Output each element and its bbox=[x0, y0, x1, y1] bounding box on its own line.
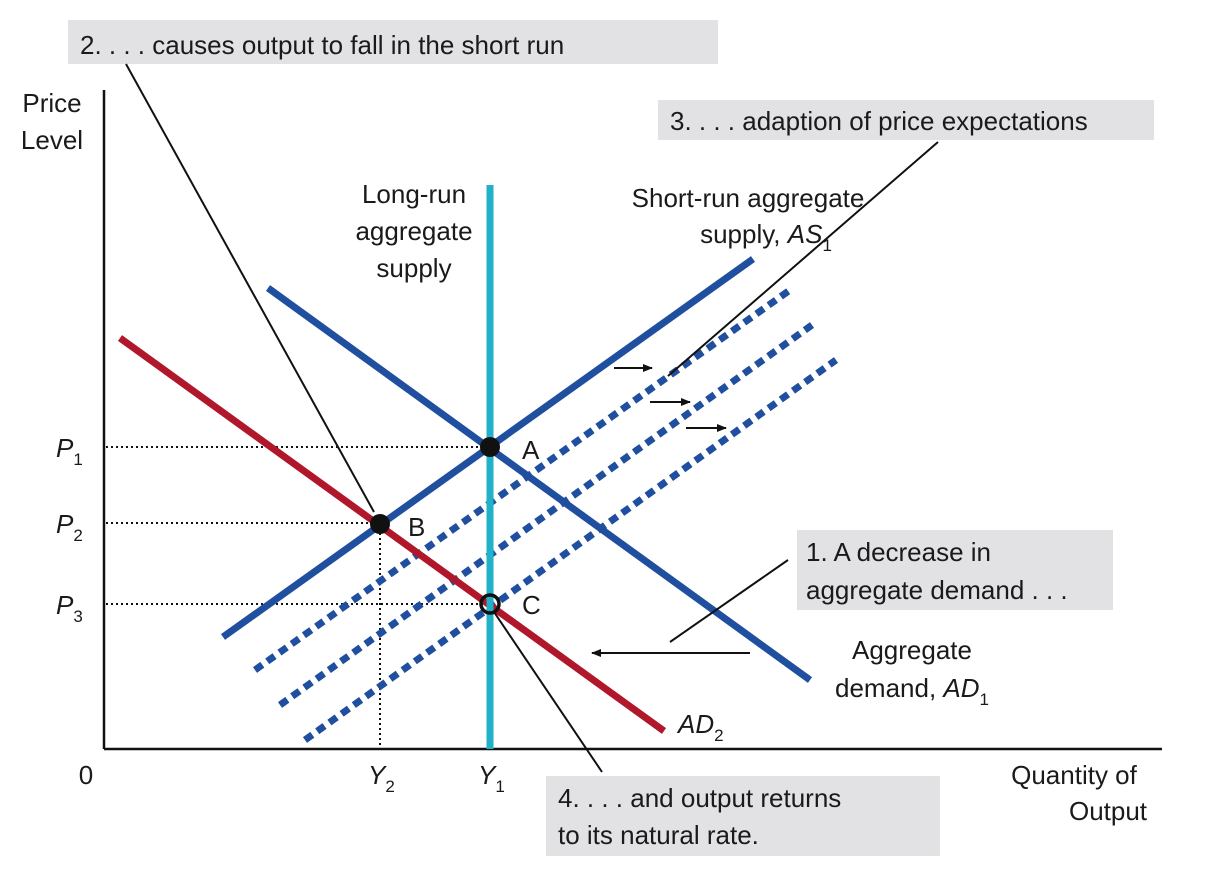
aggregate-demand-2-label: AD2 bbox=[676, 709, 724, 745]
callout-step3-text: 3. . . . adaption of price expectations bbox=[670, 106, 1088, 136]
aggregate-demand-1-label-line2: demand, AD1 bbox=[835, 673, 989, 709]
callout-box-step2 bbox=[68, 20, 718, 64]
point-c-label: C bbox=[522, 590, 541, 620]
point-a-label: A bbox=[522, 435, 540, 465]
output-level-y2-label: Y2 bbox=[368, 760, 395, 796]
pointer-step1 bbox=[669, 559, 789, 643]
long-run-supply-label-line2: aggregate bbox=[355, 216, 472, 246]
x-axis-label-line1: Quantity of bbox=[1011, 760, 1138, 790]
pointer-step3 bbox=[667, 141, 939, 377]
short-run-supply-label-line1: Short-run aggregate bbox=[632, 183, 865, 213]
short-run-supply-shift-3 bbox=[302, 357, 839, 743]
point-c-marker bbox=[479, 593, 501, 615]
callout-step1-line2: aggregate demand . . . bbox=[806, 575, 1068, 605]
short-run-supply-shift-1 bbox=[252, 287, 793, 673]
long-run-supply-label-line1: Long-run bbox=[362, 179, 466, 209]
callout-box-step1 bbox=[797, 530, 1113, 610]
point-a-marker bbox=[480, 437, 500, 457]
x-axis-label-line2: Output bbox=[1069, 796, 1148, 826]
y-axis-label-line2: Level bbox=[21, 125, 83, 155]
aggregate-demand-1-label-line1: Aggregate bbox=[852, 635, 972, 665]
pointer-step4 bbox=[493, 611, 603, 773]
point-b-marker bbox=[370, 514, 390, 534]
short-run-supply-shift-2 bbox=[277, 322, 815, 708]
callout-box-step4 bbox=[546, 776, 940, 856]
callout-step4-line2: to its natural rate. bbox=[558, 820, 759, 850]
callout-box-step3 bbox=[658, 100, 1154, 140]
y-axis-label-line1: Price bbox=[22, 88, 81, 118]
output-level-y1-label: Y1 bbox=[478, 760, 505, 796]
callout-step2-text: 2. . . . causes output to fall in the sh… bbox=[80, 30, 564, 60]
callout-step4-line1: 4. . . . and output returns bbox=[558, 783, 841, 813]
short-run-supply-label-line2: supply, AS1 bbox=[700, 219, 832, 255]
long-run-supply-label-line3: supply bbox=[376, 253, 451, 283]
aggregate-demand-2-curve bbox=[117, 335, 667, 734]
aggregate-demand-1-curve bbox=[265, 285, 813, 683]
price-level-p3-label: P3 bbox=[56, 590, 83, 626]
price-level-p2-label: P2 bbox=[56, 509, 83, 545]
origin-label: 0 bbox=[79, 760, 93, 790]
callout-step1-line1: 1. A decrease in bbox=[806, 537, 991, 567]
point-b-label: B bbox=[408, 512, 425, 542]
price-level-p1-label: P1 bbox=[56, 433, 83, 469]
pointer-step2 bbox=[125, 63, 375, 513]
